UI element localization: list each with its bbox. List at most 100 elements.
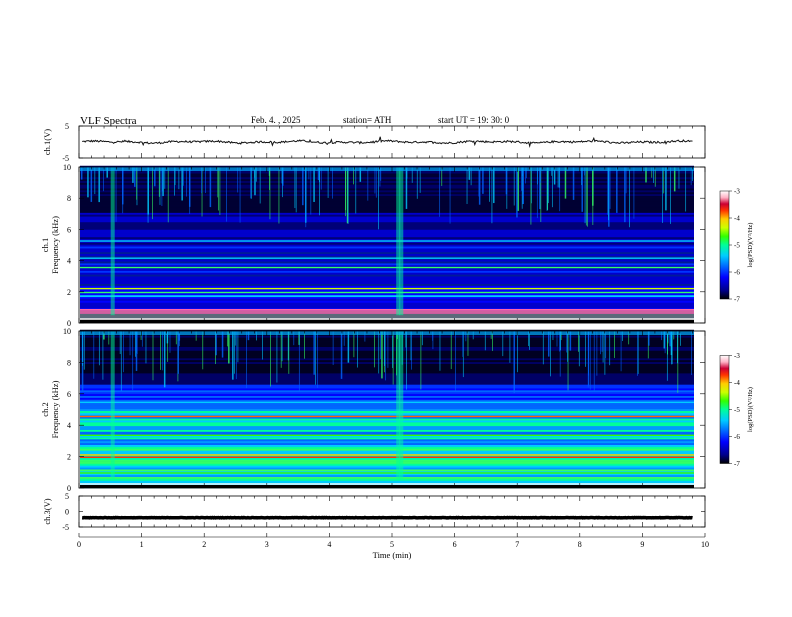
date-label: Feb. 4. , 2025 (251, 115, 301, 125)
sferic-1-46 (279, 167, 280, 223)
freq-band-1-28 (80, 269, 694, 271)
sferic-1-32 (332, 167, 333, 199)
freq-band-2-65 (80, 364, 694, 366)
freq-band-1-71 (80, 188, 694, 190)
sferic-1-129 (210, 167, 212, 207)
y-tick-label-3-2: -5 (62, 523, 69, 532)
sferic-2-150 (281, 331, 282, 368)
sferic-2-55 (232, 331, 234, 380)
freq-band-2-49 (80, 394, 694, 396)
sferic-2-103 (603, 331, 604, 363)
sferic-1-112 (226, 167, 227, 222)
sferic-1-50 (116, 167, 117, 222)
freq-band-2-60 (80, 373, 694, 375)
freq-band-2-24 (80, 441, 694, 443)
freq-band-1-55 (80, 218, 694, 220)
tx-line-1-3 (80, 288, 694, 289)
x-tick-label-0: 0 (77, 540, 81, 549)
top-noise-2 (80, 331, 694, 335)
freq-band-1-27 (80, 271, 694, 273)
sferic-2-146 (440, 331, 441, 371)
f-tick-label-2-3: 6 (67, 390, 71, 399)
sferic-1-87 (565, 167, 567, 199)
sferic-2-104 (513, 331, 515, 393)
cb-tick-label-2-0: -3 (734, 352, 740, 360)
start-time-label: start UT = 19: 30: 0 (438, 115, 510, 125)
freq-band-2-33 (80, 424, 694, 426)
y-axis-label-0: ch.1(V) (42, 129, 52, 155)
sferic-1-125 (345, 167, 346, 216)
sferic-1-66 (665, 167, 667, 210)
sferic-2-105 (357, 331, 358, 368)
freq-band-1-61 (80, 207, 694, 209)
freq-band-2-47 (80, 398, 694, 400)
x-tick-label-7: 7 (515, 540, 519, 549)
cb-tick-label-2-4: -7 (734, 460, 740, 468)
sferic-2-72 (567, 331, 568, 362)
tx-line-1-6 (80, 240, 694, 241)
tx-line-2-0 (80, 483, 694, 484)
freq-band-1-51 (80, 226, 694, 228)
freq-band-1-79 (80, 173, 694, 175)
cb-tick-label-2-2: -5 (734, 406, 740, 414)
freq-band-1-3 (80, 316, 694, 318)
waveform-line-0 (82, 137, 692, 146)
freq-band-2-22 (80, 445, 694, 447)
sferic-2-30 (132, 331, 133, 390)
freq-band-1-31 (80, 263, 694, 265)
freq-band-2-6 (80, 475, 694, 477)
sferic-1-23 (634, 167, 635, 219)
sferic-2-102 (594, 331, 595, 392)
sferic-2-4 (153, 331, 154, 380)
sferic-1-122 (406, 167, 408, 209)
sferic-1-78 (98, 167, 100, 202)
sferic-1-83 (313, 167, 315, 202)
sferic-1-131 (122, 167, 124, 204)
freq-band-2-44 (80, 403, 694, 405)
sferic-1-145 (136, 167, 137, 200)
sferic-2-147 (84, 331, 85, 370)
sferic-2-37 (246, 331, 247, 388)
sferic-2-40 (164, 331, 166, 387)
freq-band-1-57 (80, 214, 694, 216)
tx-line-2-2 (80, 457, 694, 458)
sferic-2-58 (123, 331, 124, 372)
tx-line-1-1 (80, 309, 694, 310)
freq-band-1-8 (80, 306, 694, 308)
sferic-1-142 (417, 167, 418, 199)
sferic-1-138 (162, 167, 163, 206)
freq-band-1-25 (80, 274, 694, 276)
sferic-2-129 (671, 331, 672, 364)
freq-band-2-4 (80, 479, 694, 481)
sferic-2-57 (384, 331, 385, 366)
sferic-2-134 (579, 331, 580, 366)
freq-band-2-14 (80, 460, 694, 462)
freq-band-2-39 (80, 413, 694, 415)
freq-band-2-51 (80, 390, 694, 392)
sferic-1-99 (218, 167, 219, 210)
sferic-2-78 (348, 331, 350, 363)
sferic-1-75 (162, 167, 164, 196)
freq-band-1-49 (80, 229, 694, 231)
freq-band-2-34 (80, 422, 694, 424)
freq-band-2-61 (80, 371, 694, 373)
sferic-2-89 (585, 331, 586, 367)
freq-band-1-4 (80, 314, 694, 316)
sferic-1-151 (174, 167, 175, 196)
freq-band-1-53 (80, 222, 694, 224)
freq-band-2-71 (80, 352, 694, 354)
freq-band-1-11 (80, 301, 694, 303)
colorbar-2 (720, 356, 729, 464)
sferic-1-10 (592, 167, 593, 225)
sferic-2-111 (550, 331, 551, 376)
y-tick-label-0-1: -5 (62, 154, 69, 163)
sferic-1-110 (587, 167, 588, 227)
freq-band-1-80 (80, 171, 694, 173)
freq-band-2-32 (80, 426, 694, 428)
sferic-1-148 (450, 167, 451, 224)
freq-band-2-68 (80, 358, 694, 360)
freq-band-1-58 (80, 213, 694, 215)
sferic-1-117 (91, 167, 93, 202)
y-tick-label-3-1: 0 (65, 508, 69, 517)
sferic-2-14 (277, 331, 278, 383)
